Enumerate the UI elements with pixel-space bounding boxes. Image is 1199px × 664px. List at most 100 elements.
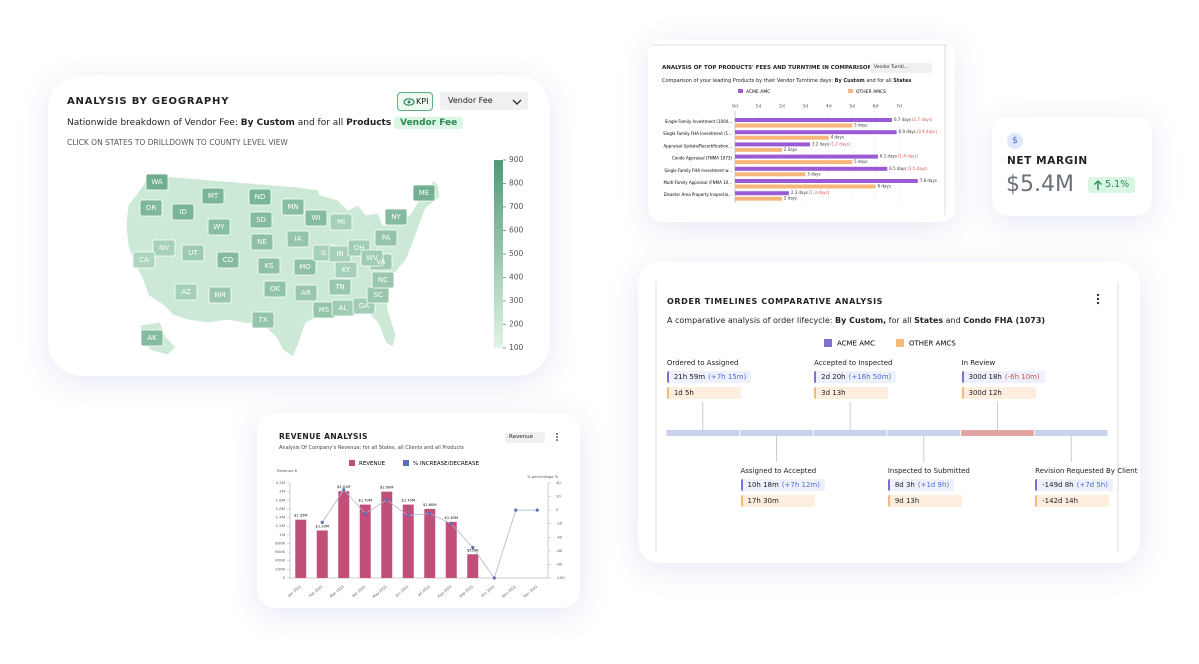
value-label: $2.00M [380, 486, 393, 490]
dropdown[interactable]: Vendor Turnti... [870, 63, 932, 73]
kpi-label: KPI [416, 97, 429, 106]
menu-dot[interactable] [1096, 293, 1100, 297]
x-tick-label: Feb 2021 [308, 584, 323, 598]
text: States [914, 316, 944, 325]
text: and for all [297, 118, 344, 128]
pct-point [363, 511, 367, 516]
value-label: 2 days [784, 196, 797, 201]
delta: (-6h 10m) [1004, 373, 1040, 381]
geography-card: WA OR ID MT ND SD WY NE NV CA UT CO AZ NM KS OK TX MN WI IA… [48, 75, 550, 376]
value-label: 5 days [854, 159, 867, 164]
bar [735, 135, 829, 140]
y-tick-label: 600K [275, 549, 285, 554]
acme-pill: 300d 18h (-6h 10m) [961, 371, 1045, 383]
value-label: 6.5 days [889, 166, 906, 171]
state-label: NM [214, 291, 225, 299]
subtitle: A comparative analysis of order lifecycl… [667, 316, 1045, 325]
y-tick-label: 400K [275, 558, 285, 563]
state-label: AR [301, 289, 311, 297]
subtitle: Analysis Of Company's Revenue: for all S… [279, 445, 464, 451]
bar [338, 491, 350, 578]
instruction: CLICK ON STATES TO DRILLDOWN TO COUNTY L… [67, 138, 288, 147]
y-axis-label: Revenue $ [277, 468, 298, 473]
delta-label: (1.2 days) [830, 141, 851, 146]
change-value: 5.1% [1105, 179, 1130, 190]
y2-tick-label: -20 [556, 521, 563, 526]
timeline-segment [666, 430, 740, 436]
bar [735, 196, 782, 201]
pct-point [406, 513, 410, 518]
state [201, 187, 225, 205]
y-tick-label: 0 [283, 575, 286, 580]
acme-value: 10h 18m [747, 481, 779, 489]
state [181, 244, 205, 262]
state-label: SC [373, 291, 382, 299]
state [208, 286, 232, 304]
y-tick-label: 1.8M [276, 497, 285, 502]
value-label: $1.10M [316, 525, 329, 529]
text: By Custom [240, 118, 295, 128]
state [152, 239, 176, 257]
acme-value: 300d 18h [968, 373, 1002, 381]
state [249, 211, 273, 229]
state [371, 271, 395, 289]
metric-dropdown[interactable]: Vendor Fee [440, 92, 528, 110]
y-tick-label: 2M [279, 489, 285, 494]
category-label: Disaster Area Property Inspectio... [664, 192, 732, 197]
state [263, 280, 287, 298]
x-tick-label: 0d [732, 104, 738, 110]
value-label: $1.70M [402, 499, 415, 503]
state [329, 213, 353, 231]
metric-pill: Vendor Fee [394, 117, 464, 129]
title: REVENUE ANALYSIS [279, 432, 368, 441]
bar [735, 118, 892, 122]
state [251, 311, 275, 329]
dropdown[interactable]: Revenue [505, 432, 545, 443]
menu-dot[interactable] [556, 439, 558, 441]
colorbar-label: 300 [509, 296, 524, 305]
bar [295, 519, 307, 578]
stage-name: Assigned to Accepted [740, 467, 817, 475]
text: Condo FHA (1073) [963, 316, 1046, 325]
x-tick-label: 7d [896, 104, 902, 110]
bar [735, 166, 888, 171]
state-label: NV [159, 244, 169, 252]
y2-tick-label: 0 [556, 507, 559, 512]
dropdown-label: Vendor Fee [448, 96, 493, 105]
menu-dot[interactable] [556, 433, 558, 435]
kpi-button[interactable]: KPI [397, 92, 433, 111]
y2-tick-label: -60 [556, 548, 563, 553]
state-label: TX [257, 316, 267, 324]
value-label: 6.9 days [899, 129, 916, 134]
menu-dot[interactable] [556, 436, 558, 438]
state-label: VA [376, 258, 385, 266]
state-label: IA [295, 235, 302, 243]
change-pill: 5.1% [1088, 177, 1135, 193]
timeline-segment [813, 430, 887, 436]
state [304, 209, 328, 227]
text: By Custom, [835, 316, 887, 325]
state [286, 230, 310, 248]
text: A comparative analysis of order lifecycl… [667, 316, 833, 325]
pct-point [471, 545, 475, 550]
menu-dot[interactable] [1096, 301, 1100, 305]
state-label: CO [223, 256, 234, 264]
colorbar [494, 160, 503, 348]
menu-dot[interactable] [1096, 297, 1100, 301]
legend-swatch [738, 89, 743, 93]
text: States [893, 78, 912, 84]
colorbar-label: 400 [509, 273, 524, 282]
state [384, 208, 408, 226]
acme-pill: 2d 20h (+16h 50m) [814, 371, 897, 383]
bar [445, 521, 457, 578]
colorbar-label: 700 [509, 202, 524, 211]
delta-label: (1.3 days) [809, 190, 830, 195]
stage-name: Inspected to Submitted [887, 467, 970, 475]
state [360, 249, 384, 267]
timeline-segment [740, 430, 813, 436]
category-label: Appraisal Update/Recertification... [664, 143, 732, 148]
acme-pill: 21h 59m (+7h 15m) [666, 371, 752, 383]
y2-axis-label: % percentage % [527, 474, 559, 479]
legend-label: ACME AMC [837, 340, 875, 348]
